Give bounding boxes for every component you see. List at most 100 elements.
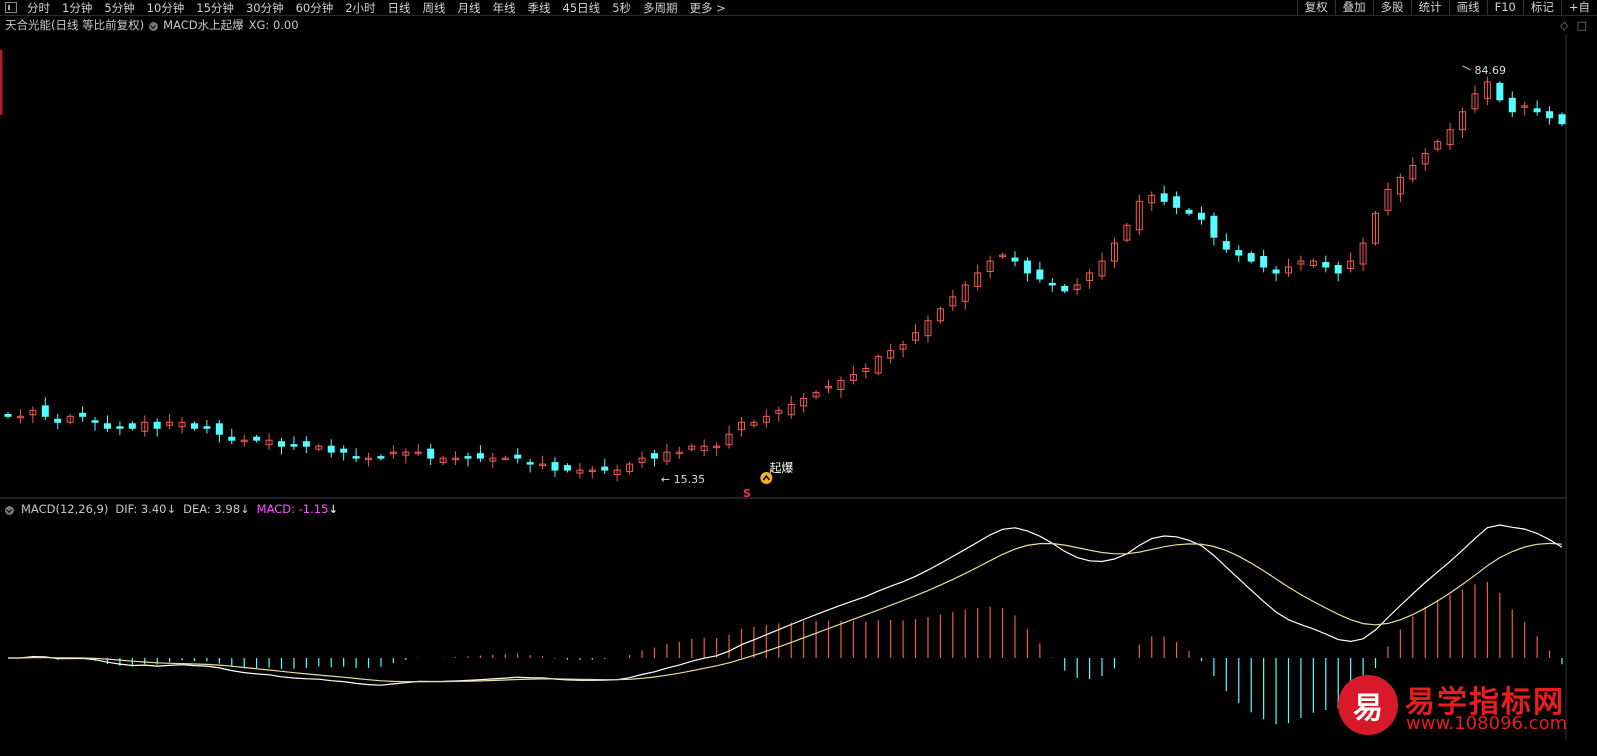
watermark-url: www.108096.com	[1406, 713, 1568, 734]
macd-info-line: MACD(12,26,9) DIF: 3.40↓ DEA: 3.98↓ MACD…	[5, 502, 338, 516]
candle-body	[675, 451, 683, 455]
candle-body	[787, 403, 795, 416]
period-tab-13[interactable]: 45日线	[562, 0, 601, 15]
toolbar-action-3[interactable]: 统计	[1410, 0, 1449, 15]
candle-body	[1123, 224, 1131, 241]
candle-body	[812, 391, 820, 398]
period-tab-1[interactable]: 1分钟	[62, 0, 93, 15]
candle-body	[936, 308, 944, 322]
period-tab-5[interactable]: 30分钟	[245, 0, 284, 15]
candle-body	[551, 462, 559, 471]
candle-body	[103, 423, 111, 429]
signal-arrow-icon	[762, 474, 770, 481]
period-tab-15[interactable]: 多周期	[643, 0, 678, 15]
candle-body	[365, 457, 373, 461]
period-tab-7[interactable]: 2小时	[345, 0, 376, 15]
indicator-name[interactable]: MACD水上起爆	[163, 18, 244, 32]
candle-body	[1098, 260, 1106, 277]
candle-body	[1309, 260, 1317, 267]
candle-body	[1160, 193, 1168, 202]
candle-body	[1260, 256, 1268, 268]
candle-body	[1210, 215, 1218, 238]
period-tab-8[interactable]: 日线	[387, 0, 411, 15]
dif-line	[8, 524, 1563, 686]
macd-toggle-icon[interactable]	[5, 505, 14, 515]
candle-body	[66, 415, 74, 423]
candle-body	[1197, 212, 1205, 220]
candle-body	[215, 423, 223, 435]
toolbar-action-0[interactable]: 复权	[1296, 0, 1335, 15]
candle-body	[1546, 111, 1554, 119]
period-tab-12[interactable]: 季线	[527, 0, 551, 15]
dea-line	[8, 542, 1563, 683]
candle-body	[1384, 188, 1392, 211]
candle-body	[1135, 200, 1143, 231]
chart-corner-icons: ◇ □	[1560, 19, 1587, 32]
stock-title[interactable]: 天合光能(日线 等比前复权)	[5, 18, 145, 32]
candle-body	[240, 439, 248, 443]
candle-body	[1011, 257, 1019, 262]
toolbar-action-2[interactable]: 多股	[1372, 0, 1411, 15]
toolbar-right-actions: 复权 叠加 多股 统计 画线 F10 标记 +自	[1296, 0, 1597, 15]
period-tab-3[interactable]: 10分钟	[146, 0, 185, 15]
candle-body	[601, 466, 609, 471]
candle-body	[54, 418, 62, 423]
candle-body	[688, 445, 696, 450]
candle-body	[290, 444, 298, 447]
candle-body	[725, 433, 733, 446]
diamond-icon[interactable]: ◇	[1560, 19, 1569, 32]
toolbar-action-5[interactable]: F10	[1486, 0, 1523, 15]
period-tab-11[interactable]: 年线	[492, 0, 516, 15]
chart-info-line: 天合光能(日线 等比前复权) MACD水上起爆 XG: 0.00	[5, 18, 299, 32]
period-tab-10[interactable]: 月线	[457, 0, 481, 15]
watermark-title: 易学指标网	[1405, 685, 1565, 720]
candle-body	[974, 272, 982, 287]
candle-body	[439, 457, 447, 464]
dea-arrow-icon: ↓	[240, 502, 250, 516]
candle-body	[1272, 269, 1280, 274]
period-tab-14[interactable]: 5秒	[612, 0, 632, 15]
candle-body	[153, 421, 161, 429]
candle-body	[489, 457, 497, 462]
candle-body	[514, 454, 522, 459]
period-tab-9[interactable]: 周线	[422, 0, 446, 15]
toolbar-action-1[interactable]: 叠加	[1334, 0, 1373, 15]
candle-body	[924, 320, 932, 337]
square-icon[interactable]: □	[1576, 19, 1587, 32]
candle-body	[737, 421, 745, 431]
candle-body	[862, 368, 870, 373]
candle-body	[1409, 164, 1417, 180]
candle-body	[91, 420, 99, 423]
candle-body	[1297, 260, 1305, 265]
macd-name[interactable]: MACD(12,26,9)	[21, 502, 109, 516]
candle-body	[41, 405, 49, 417]
high-pointer	[1462, 65, 1471, 71]
period-tab-16[interactable]: 更多 >	[689, 0, 726, 15]
candle-body	[775, 409, 783, 414]
candle-body	[1446, 129, 1454, 146]
macd-arrow-icon: ↓	[328, 502, 339, 516]
period-tab-4[interactable]: 15分钟	[196, 0, 234, 15]
candle-body	[825, 385, 833, 389]
candle-body	[899, 344, 907, 350]
candle-body	[1471, 93, 1479, 110]
candle-body	[1533, 108, 1541, 113]
watermark-logo: 易	[1338, 675, 1398, 735]
indicator-toggle-icon[interactable]	[149, 21, 159, 31]
candle-body	[141, 421, 149, 432]
period-tab-2[interactable]: 5分钟	[104, 0, 135, 15]
period-tab-6[interactable]: 60分钟	[295, 0, 334, 15]
candle-body	[389, 451, 397, 455]
period-tab-0[interactable]: 分时	[27, 0, 50, 15]
candle-body	[613, 469, 621, 476]
toolbar-action-6[interactable]: 标记	[1522, 0, 1561, 15]
toolbar-action-7[interactable]: +自	[1560, 0, 1597, 15]
candle-body	[340, 448, 348, 453]
signal-label: 起爆	[769, 461, 793, 475]
low-price-label: ← 15.35	[661, 473, 705, 486]
toolbar-action-4[interactable]: 画线	[1448, 0, 1487, 15]
candle-body	[352, 456, 360, 459]
panel-toggle-icon[interactable]	[5, 2, 17, 13]
candle-body	[563, 465, 571, 471]
